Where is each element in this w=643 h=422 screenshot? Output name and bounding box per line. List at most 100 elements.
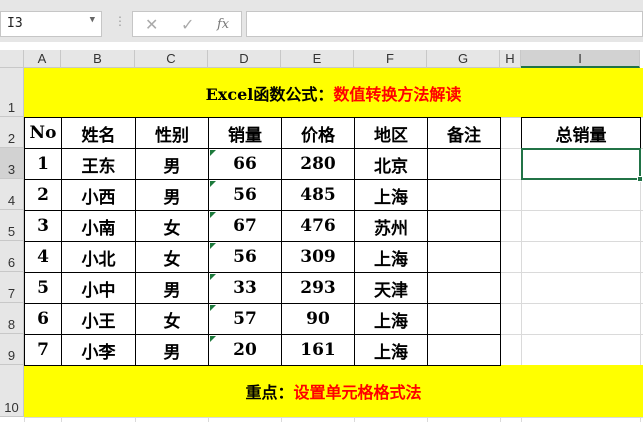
row-header-5[interactable]: 5 <box>0 210 24 241</box>
table-cell[interactable]: 66 <box>208 148 282 180</box>
select-all-button[interactable] <box>0 50 24 68</box>
confirm-icon[interactable]: ✓ <box>181 17 195 34</box>
table-cell[interactable]: 161 <box>281 334 355 366</box>
row-header-4[interactable]: 4 <box>0 179 24 210</box>
header-cell[interactable]: 价格 <box>281 117 355 149</box>
header-cell[interactable]: 销量 <box>208 117 282 149</box>
table-cell[interactable]: 57 <box>208 303 282 335</box>
error-indicator-icon[interactable] <box>210 212 216 218</box>
header-cell[interactable]: 备注 <box>427 117 501 149</box>
table-cell[interactable] <box>427 303 501 335</box>
table-cell[interactable]: 小中 <box>61 272 136 304</box>
table-cell[interactable]: 3 <box>24 210 62 242</box>
column-header-B[interactable]: B <box>61 50 135 68</box>
table-cell[interactable]: 男 <box>135 272 209 304</box>
table-cell[interactable]: 6 <box>24 303 62 335</box>
row-header-3[interactable]: 3 <box>0 148 24 179</box>
table-cell[interactable]: 7 <box>24 334 62 366</box>
table-cell[interactable]: 女 <box>135 241 209 273</box>
table-cell[interactable]: 天津 <box>354 272 428 304</box>
row-header-10[interactable]: 10 <box>0 365 24 417</box>
table-cell[interactable]: 5 <box>24 272 62 304</box>
total-sales-header[interactable]: 总销量 <box>521 117 641 149</box>
formula-buttons: ✕ ✓ fx <box>132 11 242 37</box>
table-cell[interactable]: 56 <box>208 179 282 211</box>
more-icon: ⋮ <box>114 14 126 28</box>
column-header-D[interactable]: D <box>208 50 281 68</box>
formula-input[interactable] <box>246 11 643 37</box>
header-cell[interactable]: 姓名 <box>61 117 136 149</box>
column-header-I[interactable]: I <box>521 50 640 68</box>
chevron-down-icon[interactable]: ▼ <box>89 15 95 25</box>
table-cell[interactable]: 小王 <box>61 303 136 335</box>
row-header-1[interactable]: 1 <box>0 68 24 117</box>
table-cell[interactable]: 67 <box>208 210 282 242</box>
footer-banner[interactable]: 重点： 设置单元格格式法 <box>24 365 643 417</box>
table-cell[interactable] <box>427 210 501 242</box>
table-cell[interactable]: 王东 <box>61 148 136 180</box>
formula-bar: I3 ▼ ⋮ ✕ ✓ fx <box>0 0 643 42</box>
fx-icon[interactable]: fx <box>217 17 230 32</box>
table-cell[interactable]: 293 <box>281 272 355 304</box>
table-cell[interactable]: 上海 <box>354 179 428 211</box>
table-cell[interactable]: 280 <box>281 148 355 180</box>
name-box-value: I3 <box>7 16 23 31</box>
column-header-C[interactable]: C <box>135 50 208 68</box>
error-indicator-icon[interactable] <box>210 150 216 156</box>
column-header-G[interactable]: G <box>427 50 500 68</box>
table-cell[interactable]: 309 <box>281 241 355 273</box>
error-indicator-icon[interactable] <box>210 181 216 187</box>
fill-handle[interactable] <box>637 176 643 182</box>
column-header-F[interactable]: F <box>354 50 427 68</box>
row-header-7[interactable]: 7 <box>0 272 24 303</box>
table-cell[interactable]: 女 <box>135 303 209 335</box>
row-header-9[interactable]: 9 <box>0 334 24 365</box>
table-cell[interactable]: 2 <box>24 179 62 211</box>
table-cell[interactable]: 男 <box>135 334 209 366</box>
table-cell[interactable]: 上海 <box>354 334 428 366</box>
title-banner-black-text: Excel函数公式： <box>205 84 334 104</box>
header-cell[interactable]: No <box>24 117 62 149</box>
column-header-A[interactable]: A <box>24 50 61 68</box>
table-cell[interactable]: 苏州 <box>354 210 428 242</box>
row-header-6[interactable]: 6 <box>0 241 24 272</box>
table-cell[interactable]: 男 <box>135 148 209 180</box>
selected-cell-I3[interactable] <box>521 148 641 180</box>
table-cell[interactable]: 北京 <box>354 148 428 180</box>
table-cell[interactable]: 小南 <box>61 210 136 242</box>
table-cell[interactable]: 1 <box>24 148 62 180</box>
table-cell[interactable]: 33 <box>208 272 282 304</box>
error-indicator-icon[interactable] <box>210 274 216 280</box>
table-cell[interactable]: 上海 <box>354 241 428 273</box>
table-cell[interactable]: 女 <box>135 210 209 242</box>
name-box[interactable]: I3 ▼ <box>0 11 102 37</box>
table-cell[interactable] <box>427 148 501 180</box>
table-cell[interactable] <box>427 241 501 273</box>
table-cell[interactable]: 485 <box>281 179 355 211</box>
row-header-2[interactable]: 2 <box>0 117 24 148</box>
table-cell[interactable] <box>427 179 501 211</box>
table-cell[interactable]: 上海 <box>354 303 428 335</box>
footer-banner-red-text: 设置单元格格式法 <box>293 383 422 402</box>
error-indicator-icon[interactable] <box>210 336 216 342</box>
table-cell[interactable] <box>427 272 501 304</box>
column-header-H[interactable]: H <box>500 50 521 68</box>
table-cell[interactable]: 90 <box>281 303 355 335</box>
table-cell[interactable]: 小西 <box>61 179 136 211</box>
table-cell[interactable]: 小北 <box>61 241 136 273</box>
table-cell[interactable]: 56 <box>208 241 282 273</box>
column-header-E[interactable]: E <box>281 50 354 68</box>
error-indicator-icon[interactable] <box>210 305 216 311</box>
title-banner[interactable]: Excel函数公式： 数值转换方法解读 <box>24 68 643 117</box>
table-cell[interactable]: 20 <box>208 334 282 366</box>
table-cell[interactable] <box>427 334 501 366</box>
error-indicator-icon[interactable] <box>210 243 216 249</box>
table-cell[interactable]: 4 <box>24 241 62 273</box>
table-cell[interactable]: 476 <box>281 210 355 242</box>
header-cell[interactable]: 性别 <box>135 117 209 149</box>
cancel-icon[interactable]: ✕ <box>145 17 159 34</box>
header-cell[interactable]: 地区 <box>354 117 428 149</box>
table-cell[interactable]: 小李 <box>61 334 136 366</box>
row-header-8[interactable]: 8 <box>0 303 24 334</box>
table-cell[interactable]: 男 <box>135 179 209 211</box>
